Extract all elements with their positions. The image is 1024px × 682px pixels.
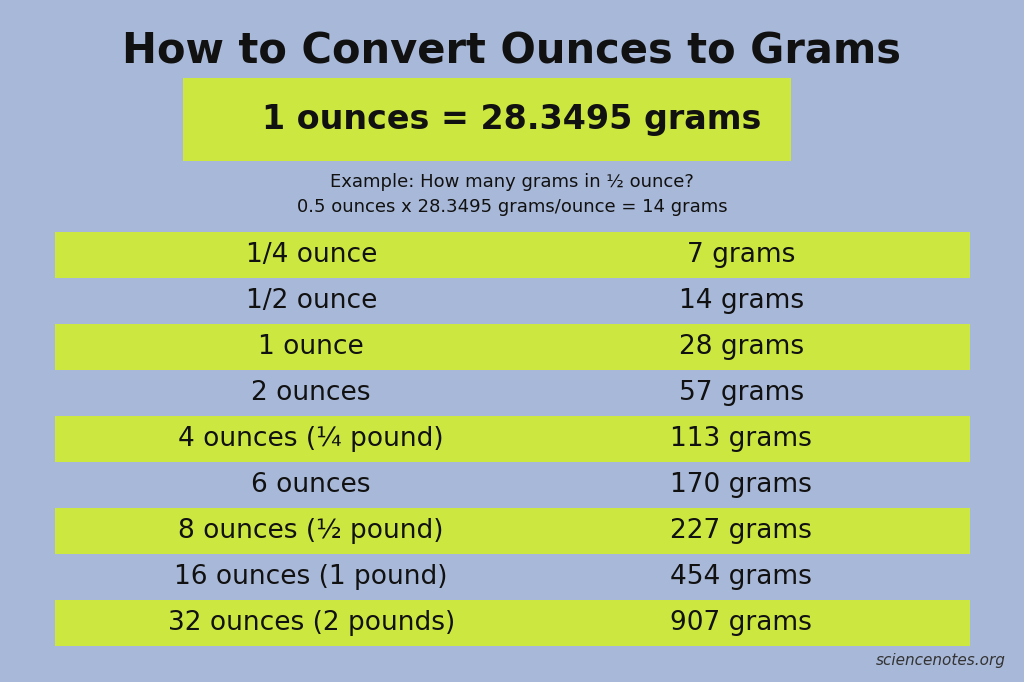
Text: 113 grams: 113 grams (671, 426, 812, 452)
Text: 1/4 ounce: 1/4 ounce (246, 242, 377, 268)
Text: 907 grams: 907 grams (671, 610, 812, 636)
Text: 57 grams: 57 grams (679, 380, 804, 406)
Text: 28 grams: 28 grams (679, 334, 804, 360)
Text: 1 ounce: 1 ounce (258, 334, 365, 360)
FancyBboxPatch shape (55, 324, 970, 370)
FancyBboxPatch shape (55, 416, 970, 462)
Text: 14 grams: 14 grams (679, 288, 804, 314)
Text: 8 ounces (½ pound): 8 ounces (½ pound) (178, 518, 444, 544)
FancyBboxPatch shape (55, 508, 970, 554)
Text: 7 grams: 7 grams (687, 242, 796, 268)
Text: sciencenotes.org: sciencenotes.org (877, 653, 1006, 668)
Text: 2 ounces: 2 ounces (252, 380, 371, 406)
Text: 170 grams: 170 grams (671, 472, 812, 498)
Text: 4 ounces (¼ pound): 4 ounces (¼ pound) (178, 426, 444, 452)
Text: 32 ounces (2 pounds): 32 ounces (2 pounds) (168, 610, 455, 636)
Text: 0.5 ounces x 28.3495 grams/ounce = 14 grams: 0.5 ounces x 28.3495 grams/ounce = 14 gr… (297, 198, 727, 216)
FancyBboxPatch shape (55, 232, 970, 278)
Text: 1/2 ounce: 1/2 ounce (246, 288, 377, 314)
Text: Example: How many grams in ½ ounce?: Example: How many grams in ½ ounce? (330, 173, 694, 191)
Text: 454 grams: 454 grams (671, 564, 812, 590)
Text: 6 ounces: 6 ounces (252, 472, 371, 498)
Text: 1 ounces = 28.3495 grams: 1 ounces = 28.3495 grams (262, 103, 762, 136)
FancyBboxPatch shape (183, 78, 791, 161)
Text: 227 grams: 227 grams (671, 518, 812, 544)
FancyBboxPatch shape (55, 600, 970, 646)
Text: How to Convert Ounces to Grams: How to Convert Ounces to Grams (123, 31, 901, 73)
Text: 16 ounces (1 pound): 16 ounces (1 pound) (174, 564, 447, 590)
